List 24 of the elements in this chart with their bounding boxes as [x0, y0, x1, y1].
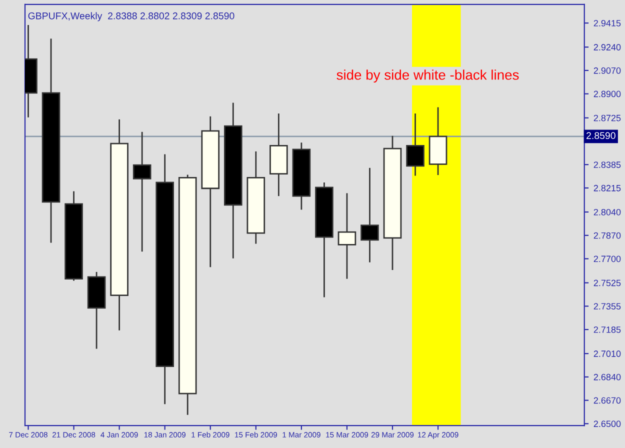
- y-tick-label: 2.9415: [594, 20, 621, 26]
- candlestick: [406, 112, 424, 176]
- y-tick-label: 2.8385: [594, 162, 621, 168]
- y-tick-label: 2.7185: [594, 326, 621, 333]
- candlestick: [360, 167, 379, 264]
- candlestick: [132, 131, 152, 252]
- y-tick-label: 2.9070: [594, 67, 621, 74]
- y-tick-label: 2.7010: [594, 350, 621, 357]
- y-tick-label: 2.8040: [594, 208, 621, 216]
- candlestick: [338, 192, 356, 280]
- y-tick-label: 2.8725: [594, 114, 621, 122]
- y-tick-label: 2.7355: [594, 303, 621, 310]
- y-tick-label: 2.9240: [594, 44, 621, 50]
- y-tick-label: 2.7700: [594, 256, 621, 262]
- y-tick-label: 2.6670: [594, 397, 621, 404]
- y-tick-label: 2.6500: [594, 420, 621, 428]
- text: GBPUFX,Weekly 2.8388 2.8802 2.8309 2.8590: [28, 12, 234, 22]
- y-tick-label: 2.6840: [594, 374, 621, 380]
- y-tick-label: 2.8900: [594, 90, 621, 98]
- y-tick-label: 2.7525: [594, 280, 621, 286]
- y-tick-label: 2.8215: [594, 184, 621, 192]
- annotation: side by side white -black lines: [336, 70, 519, 83]
- y-tick-label: 2.7870: [594, 232, 621, 239]
- ref-line-label: 2.8590: [586, 132, 616, 140]
